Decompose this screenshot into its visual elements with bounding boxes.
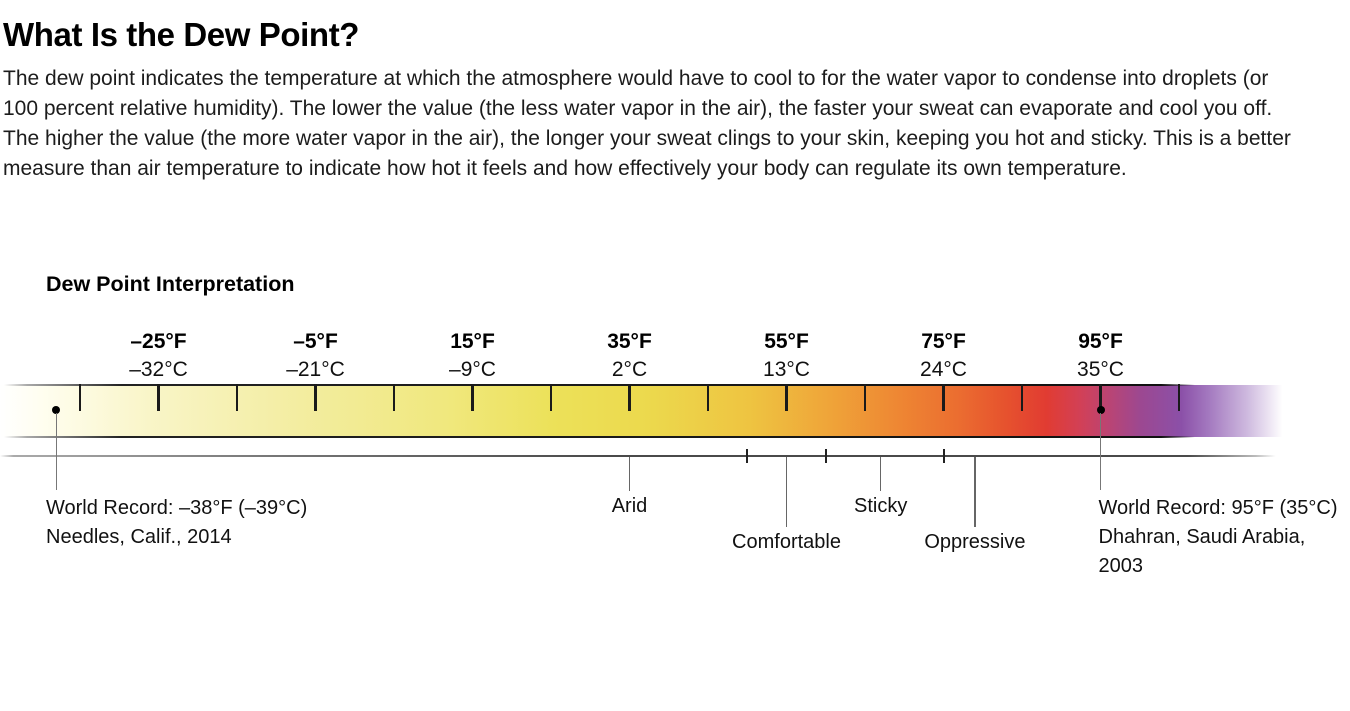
- scale-tick--5f: [314, 384, 317, 411]
- scale-tick-75f: [942, 384, 945, 411]
- scale-tick-105f: [1177, 384, 1181, 411]
- record-text--38f: World Record: –38°F (–39°C) Needles, Cali…: [46, 494, 307, 552]
- gradient-color-bar: [0, 385, 1350, 437]
- axis-label-fahrenheit: 35°F: [607, 330, 652, 353]
- axis-label-75f: 75°F 24°C: [920, 328, 967, 384]
- zone-baseline: [0, 455, 1350, 457]
- axis-label-35f: 35°F 2°C: [607, 328, 652, 384]
- scale-bottom-border: [0, 435, 1350, 438]
- scale-tick-85f: [1020, 384, 1024, 411]
- zone-boundary-50f: [746, 449, 749, 463]
- scale-tick--15f: [235, 384, 239, 411]
- scale-tick-15f: [471, 384, 474, 411]
- zone-label-oppressive: Oppressive: [924, 531, 1026, 553]
- axis-label-fahrenheit: –5°F: [293, 330, 338, 353]
- record-text-line: World Record: –38°F (–39°C): [46, 497, 308, 519]
- scale-tick-25f: [549, 384, 553, 411]
- axis-label-celsius: –9°C: [449, 358, 496, 381]
- scale-tick-95f: [1099, 384, 1102, 411]
- axis-label-celsius: 13°C: [763, 358, 810, 381]
- axis-label-fahrenheit: 75°F: [921, 330, 966, 353]
- record-text-line: World Record: 95°F (35°C): [1098, 497, 1338, 519]
- scale-tick-55f: [785, 384, 788, 411]
- record-leader--38f: [55, 413, 58, 490]
- zone-boundary-60f: [824, 449, 827, 463]
- axis-label-celsius: 2°C: [611, 358, 648, 381]
- scale-tick-45f: [706, 384, 710, 411]
- axis-label-celsius: –21°C: [286, 358, 345, 381]
- page-title: What Is the Dew Point?: [3, 16, 360, 53]
- axis-label-fahrenheit: –25°F: [130, 330, 187, 353]
- axis-label-celsius: –32°C: [129, 358, 188, 381]
- scale-tick--25f: [157, 384, 160, 411]
- axis-label--25f: –25°F –32°C: [129, 328, 188, 384]
- axis-label-celsius: 24°C: [920, 358, 967, 381]
- record-text-line: 2003: [1098, 555, 1144, 577]
- scale-tick-5f: [392, 384, 396, 411]
- zone-label-comfortable: Comfortable: [732, 531, 841, 553]
- record-leader-95f: [1099, 413, 1102, 490]
- intro-paragraph: The dew point indicates the temperature …: [3, 67, 1291, 180]
- axis-label-15f: 15°F –9°C: [449, 328, 496, 384]
- axis-label-fahrenheit: 15°F: [450, 330, 495, 353]
- zone-leader-comfortable: [785, 457, 788, 527]
- record-text-line: Needles, Calif., 2014: [46, 526, 232, 548]
- axis-label--5f: –5°F –21°C: [286, 328, 345, 384]
- zone-leader-arid: [628, 457, 631, 491]
- record-dot--38f: [52, 406, 61, 414]
- axis-label-fahrenheit: 55°F: [764, 330, 809, 353]
- record-text-line: Dhahran, Saudi Arabia,: [1098, 526, 1306, 548]
- scale-tick-65f: [863, 384, 867, 411]
- record-text-95f: World Record: 95°F (35°C) Dhahran, Saudi …: [1099, 494, 1338, 581]
- scale-top-border: [0, 383, 1350, 386]
- zone-label-arid: Arid: [611, 495, 648, 517]
- zone-leader-oppressive: [974, 457, 976, 527]
- axis-label-95f: 95°F 35°C: [1077, 328, 1124, 384]
- chart-title: Dew Point Interpretation: [46, 272, 295, 296]
- zone-label-sticky: Sticky: [854, 495, 908, 517]
- axis-label-celsius: 35°C: [1077, 358, 1124, 381]
- zone-leader-sticky: [879, 457, 882, 491]
- scale-tick-35f: [628, 384, 631, 411]
- zone-boundary-75f: [942, 449, 945, 463]
- scale-tick--35f: [78, 384, 82, 411]
- axis-label-fahrenheit: 95°F: [1078, 330, 1123, 353]
- record-dot-95f: [1096, 406, 1105, 414]
- axis-label-55f: 55°F 13°C: [763, 328, 810, 384]
